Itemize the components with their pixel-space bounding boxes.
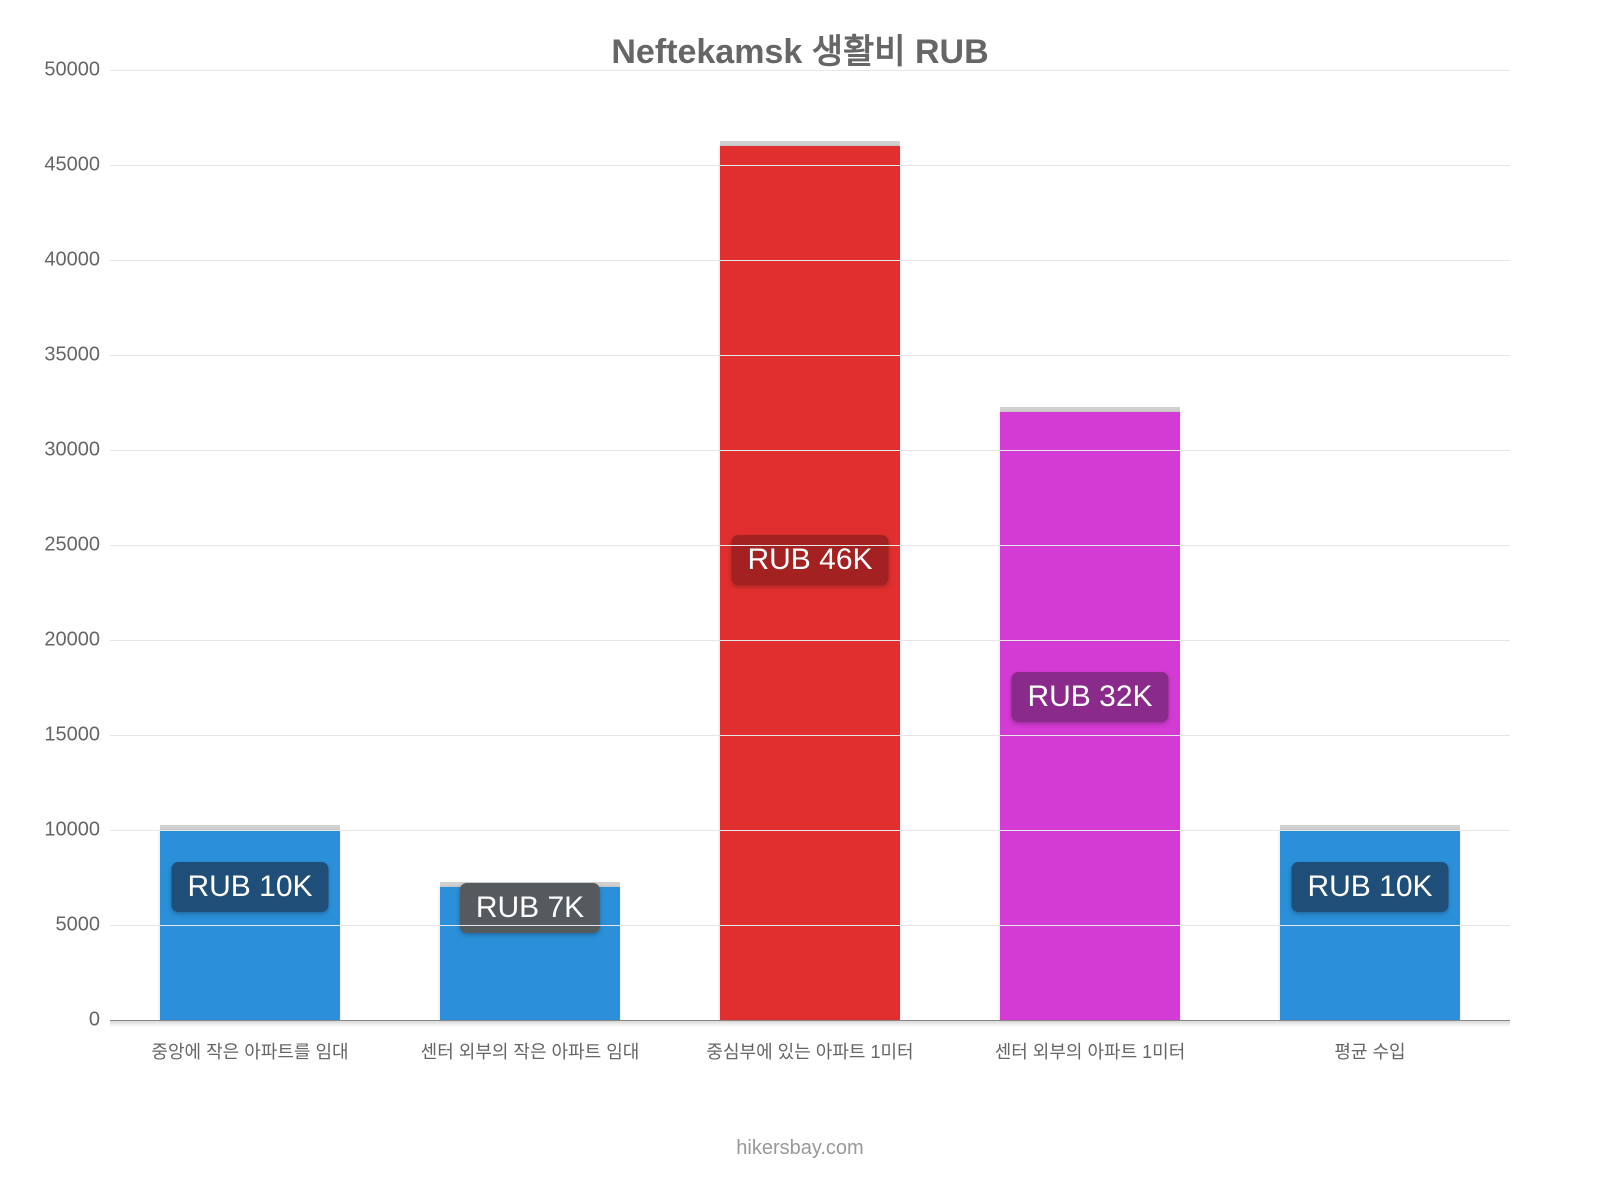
plot-area: RUB 10K중앙에 작은 아파트를 임대RUB 7K센터 외부의 작은 아파트… [110,70,1510,1020]
y-tick-label: 35000 [44,344,110,367]
grid-line [110,640,1510,641]
chart-title: Neftekamsk 생활비 RUB [0,24,1600,73]
y-tick-label: 25000 [44,534,110,557]
y-tick-label: 50000 [44,59,110,82]
x-tick-label: 평균 수입 [1334,1038,1405,1064]
x-tick-label: 센터 외부의 작은 아파트 임대 [421,1038,640,1064]
grid-line [110,165,1510,166]
value-badge: RUB 10K [1291,862,1448,912]
bar-top-edge [1000,407,1179,412]
value-badge: RUB 46K [731,535,888,585]
grid-line [110,450,1510,451]
value-badge: RUB 10K [171,862,328,912]
x-tick-label: 중앙에 작은 아파트를 임대 [151,1038,348,1064]
y-tick-label: 20000 [44,629,110,652]
y-tick-label: 15000 [44,724,110,747]
x-tick-label: 중심부에 있는 아파트 1미터 [706,1038,913,1064]
x-axis-shadow [110,1021,1510,1027]
y-tick-label: 0 [89,1009,110,1032]
grid-line [110,830,1510,831]
grid-line [110,260,1510,261]
y-tick-label: 45000 [44,154,110,177]
y-tick-label: 5000 [56,914,111,937]
grid-line [110,355,1510,356]
x-tick-label: 센터 외부의 아파트 1미터 [995,1038,1186,1064]
footer-attribution: hikersbay.com [0,1137,1600,1160]
grid-line [110,735,1510,736]
bar-top-edge [720,141,899,146]
grid-line [110,925,1510,926]
value-badge: RUB 32K [1011,672,1168,722]
chart-container: Neftekamsk 생활비 RUB RUB 10K중앙에 작은 아파트를 임대… [0,0,1600,1200]
grid-line [110,70,1510,71]
y-tick-label: 30000 [44,439,110,462]
grid-line [110,545,1510,546]
y-tick-label: 40000 [44,249,110,272]
y-tick-label: 10000 [44,819,110,842]
